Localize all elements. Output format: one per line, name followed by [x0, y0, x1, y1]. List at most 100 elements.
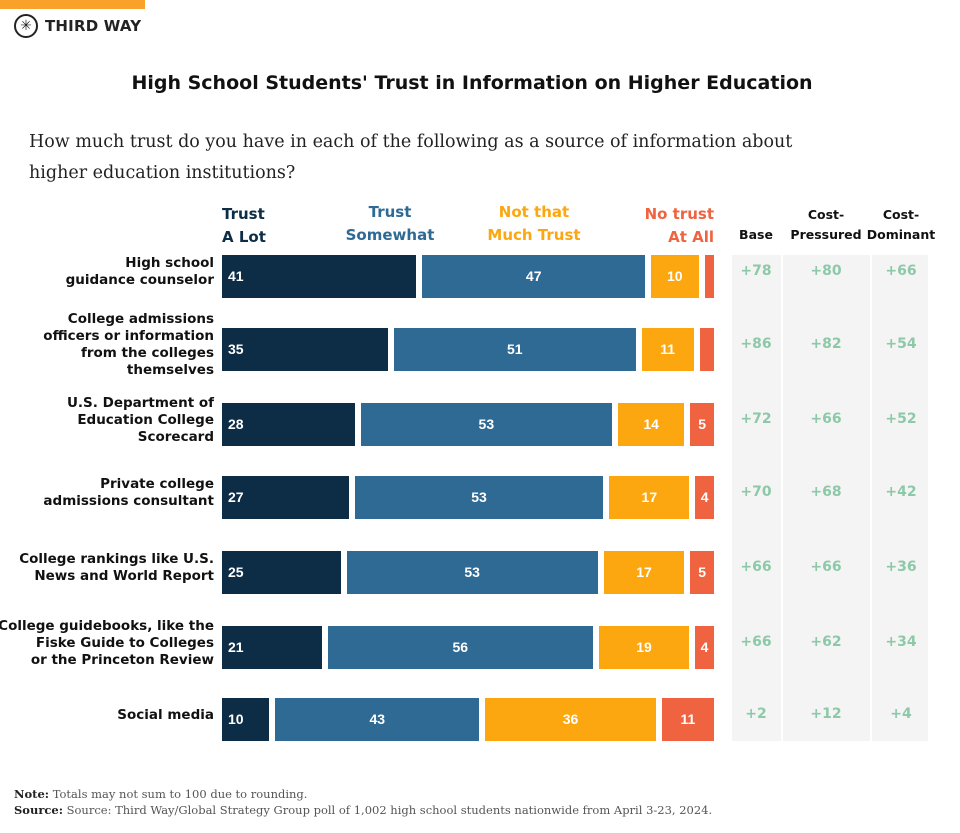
row-label: College admissions officers or informatio…: [0, 311, 214, 379]
note-line: Note: Totals may not sum to 100 due to r…: [14, 787, 308, 801]
compass-star-icon: ✳: [14, 14, 38, 38]
bar-not-that-much-trust: 14: [617, 402, 685, 446]
bar-value-label: 10: [667, 268, 683, 284]
bar-value-label: 56: [452, 639, 469, 655]
row-label-line: Scorecard: [137, 428, 214, 445]
brand-accent-bar: [0, 0, 145, 9]
bar-not-that-much-trust: 36: [485, 697, 656, 741]
net-value: +42: [885, 484, 917, 500]
row-label-line: U.S. Department of: [66, 394, 214, 411]
bar-trust-somewhat: 51: [393, 327, 636, 371]
bar-value-label: 43: [369, 711, 386, 727]
row-label: Social media: [0, 707, 214, 724]
row-label-line: College guidebooks, like the: [0, 617, 214, 634]
bar-value-label: 35: [228, 341, 244, 357]
bar-not-that-much-trust: 10: [651, 254, 699, 298]
net-value: +2: [745, 706, 767, 722]
net-value: +68: [810, 484, 842, 500]
bar-value-label: 5: [698, 564, 707, 580]
row-label-line: College admissions: [67, 311, 214, 327]
legend-line: A Lot: [222, 228, 266, 246]
bar-value-label: 28: [228, 416, 244, 432]
row-label-line: admissions consultant: [43, 493, 214, 509]
bar-value-label: 11: [660, 341, 676, 357]
net-header-line: Pressured: [790, 227, 862, 242]
legend-line: At All: [668, 228, 714, 246]
row-label-line: Education College: [77, 411, 214, 428]
net-value: +12: [810, 706, 842, 722]
legend-line: Somewhat: [345, 226, 435, 244]
net-header-line: Base: [739, 227, 773, 242]
net-value: +66: [810, 559, 842, 575]
net-value: +52: [885, 411, 917, 427]
net-column-header: Base: [706, 205, 806, 245]
bar-trust-somewhat: 53: [360, 402, 612, 446]
legend-not-that-much-trust: Not that Much Trust: [474, 201, 594, 247]
row-label: High school guidance counselor: [0, 255, 214, 289]
net-value: +70: [740, 484, 772, 500]
bar-value-label: 21: [228, 639, 244, 655]
bar-value-label: 19: [636, 639, 652, 655]
bar-not-that-much-trust: 17: [609, 475, 690, 519]
net-value: +66: [810, 411, 842, 427]
net-value: +82: [810, 336, 842, 352]
net-table-divider: [870, 255, 872, 741]
bar-value-label: 5: [698, 416, 707, 432]
bar-value-label: 14: [643, 416, 659, 432]
net-table-divider: [781, 255, 783, 741]
bar-no-trust-at-all: [704, 254, 714, 298]
bar-trust-a-lot: 25: [222, 550, 341, 594]
row-label: U.S. Department of Education College Score…: [0, 395, 214, 446]
footnotes: Note: Totals may not sum to 100 due to r…: [14, 786, 712, 818]
bar-value-label: 25: [228, 564, 244, 580]
bar-trust-somewhat: 43: [275, 697, 480, 741]
row-label-line: News and World Report: [34, 568, 214, 584]
bar-trust-a-lot: 21: [222, 625, 322, 669]
bar-not-that-much-trust: 11: [641, 327, 694, 371]
bar-trust-a-lot: 41: [222, 254, 417, 298]
bar-no-trust-at-all: 5: [690, 550, 714, 594]
bar-value-label: 27: [228, 489, 244, 505]
bar-value-label: 10: [228, 711, 244, 727]
bar-value-label: 41: [228, 268, 244, 284]
bar-value-label: 53: [471, 489, 487, 505]
row-label-line: themselves: [126, 362, 214, 378]
net-value: +54: [885, 336, 917, 352]
bar-value-label: 11: [680, 711, 696, 727]
net-value: +72: [740, 411, 772, 427]
net-value: +36: [885, 559, 917, 575]
net-column-header: Cost- Pressured: [776, 205, 876, 245]
legend-line: No trust: [644, 205, 714, 223]
bar-no-trust-at-all: 4: [695, 625, 714, 669]
legend-line: Trust: [222, 205, 265, 223]
net-value: +4: [890, 706, 912, 722]
net-header-line: Cost-: [882, 207, 920, 222]
legend-line: Trust: [368, 203, 412, 221]
bar-not-that-much-trust: 17: [603, 550, 685, 594]
row-label: College guidebooks, like the Fiske Guide …: [0, 618, 214, 669]
net-value: +86: [740, 336, 772, 352]
net-value: +62: [810, 634, 842, 650]
row-label-line: Fiske Guide to Colleges: [35, 634, 214, 651]
bar-no-trust-at-all: 4: [695, 475, 714, 519]
bar-trust-a-lot: 10: [222, 697, 270, 741]
net-header-line: Dominant: [866, 227, 936, 242]
net-value: +78: [740, 263, 772, 279]
bar-not-that-much-trust: 19: [598, 625, 690, 669]
chart-subtitle: How much trust do you have in each of th…: [29, 132, 793, 183]
bar-trust-a-lot: 28: [222, 402, 355, 446]
bar-value-label: 47: [525, 268, 542, 284]
row-label-line: Social media: [117, 706, 214, 723]
bar-value-label: 17: [636, 564, 652, 580]
row-label-line: High school: [125, 255, 214, 271]
bar-value-label: 53: [464, 564, 480, 580]
bar-value-label: 53: [478, 416, 495, 432]
bar-trust-a-lot: 27: [222, 475, 349, 519]
legend-line: Much Trust: [487, 226, 581, 244]
row-label-line: officers or information: [43, 328, 214, 344]
bar-value-label: 51: [506, 341, 523, 357]
source-line: Source: Source: Third Way/Global Strateg…: [14, 803, 713, 817]
bar-value-label: 4: [700, 639, 709, 655]
bar-no-trust-at-all: 11: [661, 697, 714, 741]
row-label-line: Private college: [100, 476, 214, 492]
